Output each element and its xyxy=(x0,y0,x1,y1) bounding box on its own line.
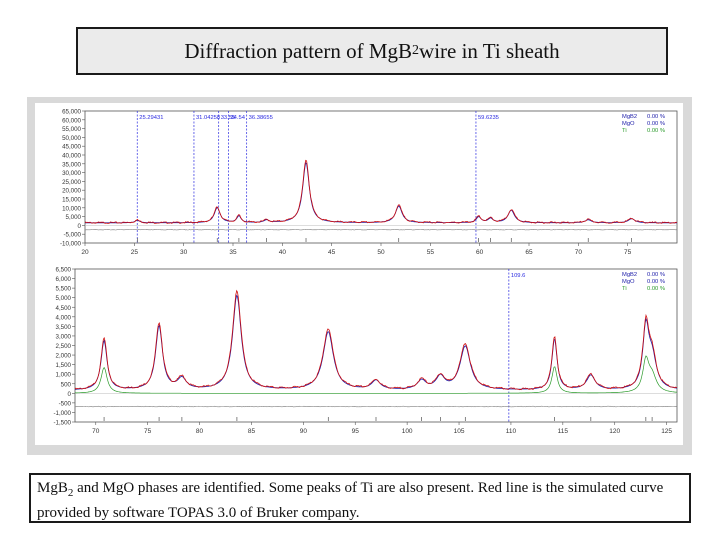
title-b: B xyxy=(398,38,413,63)
y-tick-label: 60,000 xyxy=(62,117,81,124)
x-tick-label: 70 xyxy=(92,428,100,435)
x-tick-label: 70 xyxy=(575,249,583,256)
x-tick-label: 90 xyxy=(300,428,308,435)
plot-frame xyxy=(74,268,678,423)
x-tick-label: 85 xyxy=(248,428,256,435)
legend-value: 0.00 % xyxy=(647,286,665,292)
caption-b: B xyxy=(57,480,68,496)
y-tick-label: 0 xyxy=(68,391,72,398)
y-tick-label: 25,000 xyxy=(62,179,81,186)
ti-curve xyxy=(75,355,678,394)
y-tick-label: 2,000 xyxy=(56,353,72,360)
caption-part1: Mg xyxy=(37,480,58,496)
y-tick-label: -1,500 xyxy=(53,420,71,427)
plot-frame xyxy=(84,110,678,244)
legend-name: MgO xyxy=(622,121,635,127)
y-tick-label: 45,000 xyxy=(62,144,81,151)
x-tick-label: 115 xyxy=(558,428,569,435)
x-tick-label: 120 xyxy=(609,428,620,435)
marker-label: 59.6235 xyxy=(478,115,499,121)
y-tick-label: 10,000 xyxy=(62,205,81,212)
x-tick-label: 75 xyxy=(144,428,152,435)
x-tick-label: 55 xyxy=(427,249,435,256)
y-tick-label: 40,000 xyxy=(62,153,81,160)
legend-value: 0.00 % xyxy=(647,128,665,134)
legend-name: Ti xyxy=(622,286,627,292)
title-suffix: wire in Ti sheath xyxy=(419,38,560,63)
x-tick-label: 125 xyxy=(661,428,672,435)
x-tick-label: 45 xyxy=(328,249,336,256)
x-tick-label: 30 xyxy=(180,249,188,256)
y-tick-label: -5,000 xyxy=(63,232,81,239)
y-tick-label: 1,000 xyxy=(56,372,72,379)
legend-name: MgO xyxy=(622,279,635,285)
difference-curve xyxy=(84,228,678,231)
y-tick-label: 5,500 xyxy=(56,286,72,293)
legend-name: MgB2 xyxy=(622,114,637,120)
y-tick-label: 6,500 xyxy=(56,267,72,274)
y-tick-label: 3,500 xyxy=(56,324,72,331)
y-tick-label: -10,000 xyxy=(60,241,82,248)
legend-value: 0.00 % xyxy=(647,279,665,285)
legend-value: 0.00 % xyxy=(647,272,665,278)
y-tick-label: -500 xyxy=(59,400,72,407)
observed-curve xyxy=(84,159,678,224)
y-tick-label: 35,000 xyxy=(62,161,81,168)
y-tick-label: 50,000 xyxy=(62,135,81,142)
y-tick-label: 4,000 xyxy=(56,314,72,321)
y-tick-label: 65,000 xyxy=(62,109,81,116)
x-tick-label: 65 xyxy=(525,249,533,256)
title-subscript: 2 xyxy=(412,43,420,58)
marker-label: 109.6 xyxy=(511,273,526,279)
panel-2: 6,500 6,000 5,500 5,000 4,500 4,000 3,500 3,000… xyxy=(53,267,678,435)
legend-value: 0.00 % xyxy=(647,114,665,120)
y-tick-label: -1,000 xyxy=(53,410,71,417)
y-tick-label: 2,500 xyxy=(56,343,72,350)
caption: MgB2 and MgO phases are identified. Some… xyxy=(29,473,691,523)
y-tick-label: 15,000 xyxy=(62,197,81,204)
y-tick-label: 3,000 xyxy=(56,333,72,340)
legend-value: 0.00 % xyxy=(647,121,665,127)
y-tick-label: 5,000 xyxy=(66,214,82,221)
legend-name: Ti xyxy=(622,128,627,134)
marker-label: 25.29431 xyxy=(139,115,163,121)
marker-label: 33.55 xyxy=(221,115,236,121)
marker-label: 36.38655 xyxy=(249,115,273,121)
marker-label: 34.54 xyxy=(230,115,245,121)
y-tick-label: 5,000 xyxy=(56,295,72,302)
x-tick-label: 50 xyxy=(377,249,385,256)
slide-title: Diffraction pattern of Mg B 2 wire in Ti s… xyxy=(76,27,668,75)
legend-name: MgB2 xyxy=(622,272,637,278)
x-tick-label: 75 xyxy=(624,249,632,256)
figure-frame: 65,000 60,000 55,000 50,000 45,000 40,000 35,0… xyxy=(27,97,692,455)
caption-subscript: 2 xyxy=(67,487,74,499)
y-tick-label: 0 xyxy=(78,223,82,230)
y-tick-label: 30,000 xyxy=(62,170,81,177)
caption-part2: and MgO phases are identified. Some peak… xyxy=(37,480,664,521)
marker-label: 31.04258 xyxy=(196,115,220,121)
y-tick-label: 55,000 xyxy=(62,126,81,133)
x-tick-label: 20 xyxy=(81,249,89,256)
y-tick-label: 6,000 xyxy=(56,276,72,283)
x-tick-label: 80 xyxy=(196,428,204,435)
difference-curve xyxy=(74,405,678,408)
x-tick-label: 100 xyxy=(402,428,413,435)
x-tick-label: 25 xyxy=(131,249,139,256)
x-tick-label: 60 xyxy=(476,249,484,256)
y-tick-label: 1,500 xyxy=(56,362,72,369)
x-tick-label: 40 xyxy=(279,249,287,256)
y-tick-label: 4,500 xyxy=(56,305,72,312)
observed-curve xyxy=(74,289,678,391)
x-tick-label: 105 xyxy=(454,428,465,435)
x-tick-label: 95 xyxy=(352,428,360,435)
x-tick-label: 110 xyxy=(506,428,517,435)
title-prefix: Diffraction pattern of Mg xyxy=(184,38,399,63)
x-tick-label: 35 xyxy=(229,249,237,256)
y-tick-label: 20,000 xyxy=(62,188,81,195)
y-tick-label: 500 xyxy=(61,381,72,388)
